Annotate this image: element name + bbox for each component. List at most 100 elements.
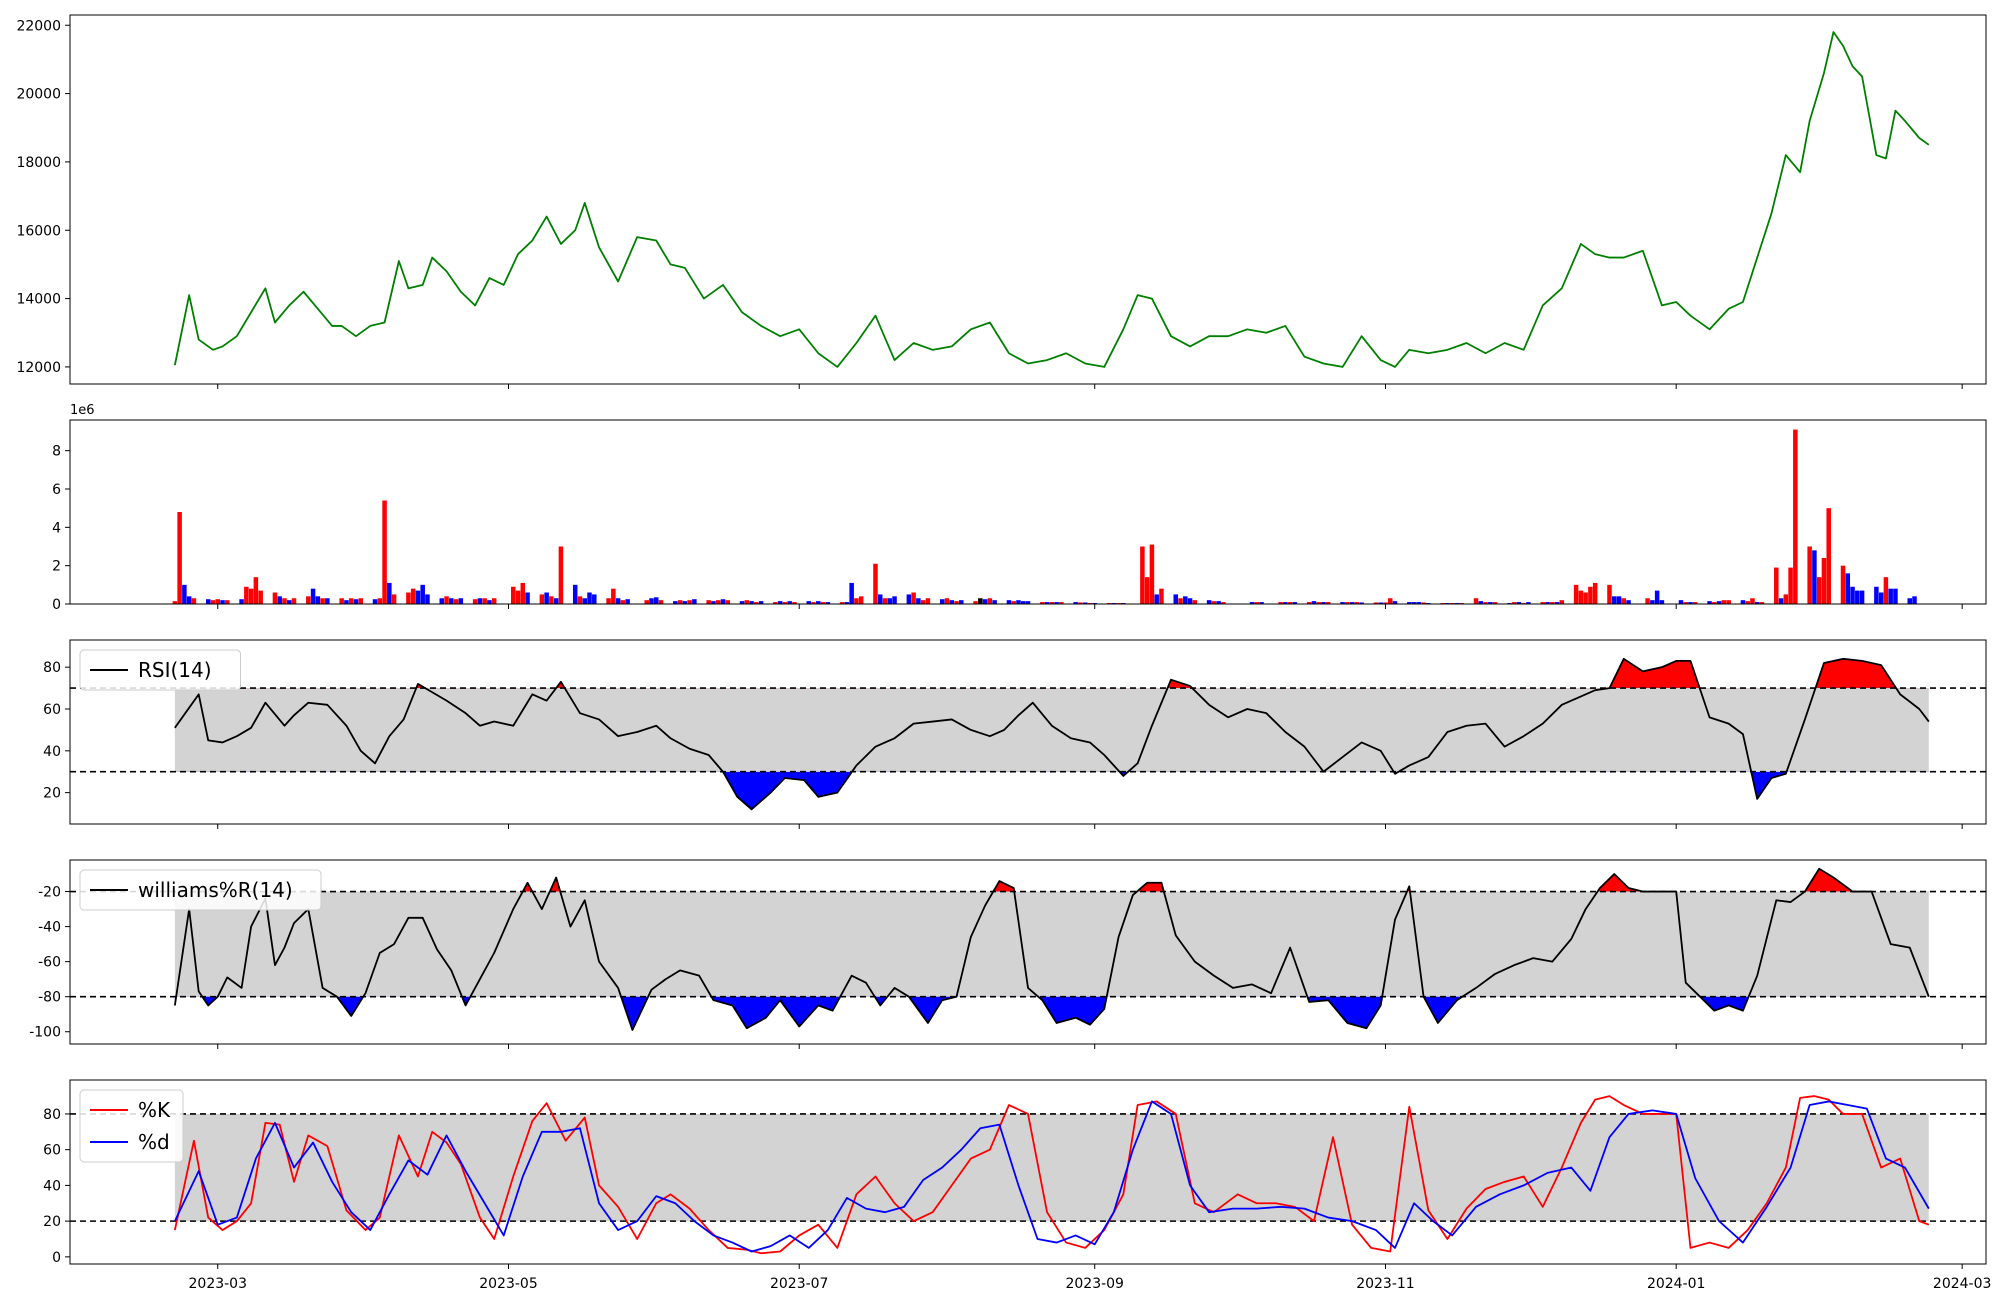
volume-bar — [1688, 602, 1693, 604]
volume-bar — [320, 598, 325, 604]
volume-bar — [1621, 598, 1627, 604]
volume-bar — [787, 601, 792, 605]
legend-box-williams — [79, 869, 322, 911]
x-tick-label: 2024-01 — [1647, 1276, 1706, 1292]
volume-bar — [1378, 602, 1383, 604]
x-tick-label: 2024-03 — [1933, 1276, 1992, 1292]
volume-bar — [1392, 601, 1398, 605]
y-tick-label-price: 22000 — [16, 18, 61, 34]
volume-bar — [1216, 601, 1221, 605]
volume-bar — [344, 600, 349, 604]
volume-bar — [1821, 558, 1827, 604]
plot-frame-stochastic — [69, 1079, 1987, 1265]
volume-bar — [715, 600, 721, 604]
volume-bar — [1492, 602, 1498, 604]
y-tick-label-stochastic: 80 — [43, 1107, 61, 1123]
volume-bar — [1592, 582, 1598, 604]
y-tick-label-rsi: 40 — [43, 744, 61, 760]
volume-bar — [1893, 588, 1898, 604]
volume-bar — [978, 598, 983, 604]
volume-bar — [939, 599, 945, 604]
y-tick-label-stochastic: 60 — [43, 1143, 61, 1159]
volume-bar — [1016, 600, 1021, 604]
volume-bar — [1783, 594, 1789, 604]
volume-bar — [720, 599, 726, 604]
y-tick-label-rsi: 20 — [43, 786, 61, 802]
legend-label: RSI(14) — [138, 658, 212, 682]
plot-frame-rsi — [69, 639, 1987, 825]
volume-bar — [572, 584, 578, 604]
volume-bar — [758, 601, 764, 605]
legend-label: %d — [138, 1130, 170, 1154]
volume-bar — [1359, 602, 1364, 604]
volume-bar — [749, 601, 754, 605]
volume-bar — [1654, 590, 1660, 604]
volume-bar — [582, 598, 587, 604]
y-tick-label-williams: -40 — [38, 920, 61, 936]
volume-bar — [906, 594, 912, 604]
volume-bar — [1149, 544, 1155, 604]
volume-bar — [1211, 601, 1217, 605]
volume-bar — [186, 596, 192, 604]
volume-bar — [1421, 602, 1426, 604]
volume-bar — [425, 594, 430, 604]
y-tick-label-stochastic: 20 — [43, 1214, 61, 1230]
volume-bar — [325, 598, 330, 604]
volume-bar — [1878, 592, 1884, 604]
volume-bar — [1311, 601, 1317, 605]
volume-bar — [1607, 584, 1612, 604]
volume-bar — [1855, 590, 1860, 604]
volume-bar — [1044, 602, 1050, 604]
y-tick-label-volume: 4 — [52, 520, 61, 536]
volume-bar — [520, 582, 526, 604]
volume-bar — [272, 592, 278, 604]
volume-bar — [1221, 602, 1226, 604]
volume-bar — [592, 594, 597, 604]
volume-bar — [439, 598, 445, 604]
legend-box-stochastic — [79, 1089, 184, 1163]
volume-bar — [1040, 602, 1045, 604]
volume-bar — [1540, 602, 1545, 604]
volume-bar — [677, 600, 683, 604]
volume-bar — [1588, 586, 1593, 604]
volume-bar — [1650, 600, 1655, 604]
volume-bar — [1573, 584, 1579, 604]
volume-bar — [458, 598, 464, 604]
volume-bar — [1073, 602, 1078, 604]
volume-bar — [892, 596, 897, 604]
volume-bar — [1707, 601, 1712, 605]
y-tick-label-williams: -80 — [38, 990, 61, 1006]
volume-bar — [1850, 586, 1855, 604]
volume-bar — [420, 584, 425, 604]
y-tick-label-volume: 2 — [52, 559, 61, 575]
volume-bar — [372, 599, 378, 604]
volume-bar — [1349, 602, 1355, 604]
volume-bar — [282, 598, 287, 604]
volume-bar — [210, 600, 216, 604]
volume-bar — [1516, 602, 1522, 604]
volume-bar — [959, 600, 964, 604]
x-tick-label: 2023-05 — [479, 1276, 538, 1292]
volume-bar — [611, 588, 616, 604]
volume-bar — [849, 582, 854, 604]
volume-bar — [1283, 602, 1288, 604]
volume-bar — [1054, 602, 1059, 604]
volume-bar — [682, 601, 688, 605]
y-tick-label-williams: -100 — [29, 1025, 61, 1041]
volume-bar — [1659, 600, 1665, 604]
volume-bar — [239, 599, 244, 604]
volume-bar — [415, 590, 421, 604]
volume-bar — [725, 600, 730, 604]
volume-bar — [816, 601, 821, 605]
plot-frame-williams — [69, 859, 1987, 1045]
volume-bar — [1025, 601, 1031, 605]
plot-frame-volume — [69, 419, 1987, 605]
volume-bar — [1020, 601, 1026, 605]
volume-bar — [982, 599, 988, 604]
volume-bar — [1183, 596, 1188, 604]
volume-bar — [1888, 588, 1893, 604]
volume-bar — [873, 563, 878, 604]
volume-bar — [1407, 602, 1412, 604]
volume-bar — [653, 597, 659, 604]
volume-bar — [291, 598, 297, 604]
